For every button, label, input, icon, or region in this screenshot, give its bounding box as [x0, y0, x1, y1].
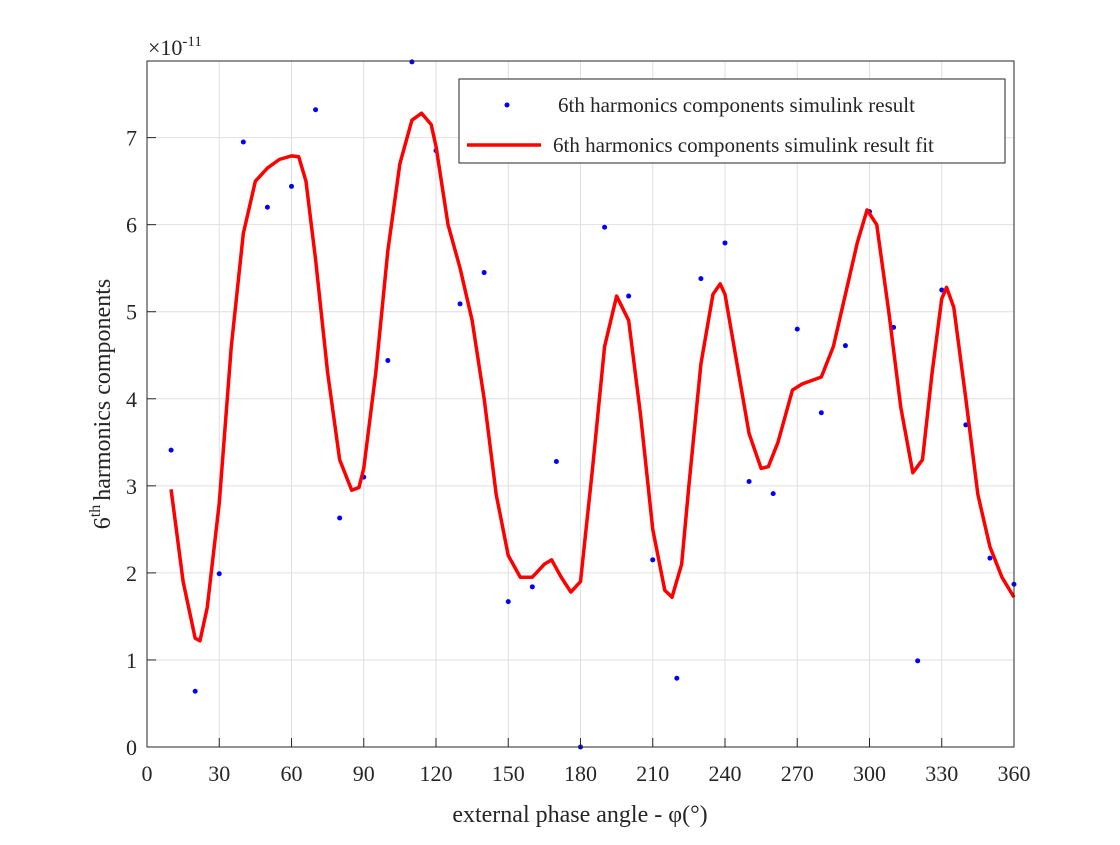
- data-point: [602, 224, 608, 230]
- legend-box: [458, 78, 1006, 164]
- data-point: [915, 658, 921, 664]
- y-tick-label: 5: [126, 300, 137, 325]
- data-point: [481, 270, 487, 276]
- y-axis-label: 6th harmonics components: [87, 279, 116, 529]
- data-point: [698, 276, 704, 282]
- data-point: [240, 139, 246, 145]
- data-point: [963, 422, 969, 428]
- data-point: [650, 557, 656, 563]
- y-label-text: harmonics components: [90, 279, 116, 501]
- data-point: [674, 675, 680, 681]
- x-axis-label: external phase angle - φ(°): [452, 802, 707, 828]
- x-tick-label: 330: [925, 761, 958, 786]
- data-point: [313, 107, 319, 113]
- data-point: [987, 555, 993, 561]
- y-tick-label: 7: [126, 126, 137, 151]
- y-tick-label: 1: [126, 648, 137, 673]
- y-label-suffix: th: [87, 505, 104, 517]
- data-point: [264, 204, 270, 210]
- data-point: [216, 571, 222, 577]
- x-tick-label: 150: [492, 761, 525, 786]
- data-point: [626, 293, 632, 299]
- data-point: [794, 326, 800, 332]
- fit-line: [169, 111, 1016, 643]
- data-point: [770, 491, 776, 497]
- data-point: [529, 584, 535, 590]
- data-point: [939, 287, 945, 293]
- data-point: [746, 478, 752, 484]
- legend-label: 6th harmonics components simulink result: [558, 93, 915, 117]
- data-point: [842, 343, 848, 349]
- data-point: [722, 240, 728, 246]
- data-point: [505, 599, 511, 605]
- data-point: [385, 357, 391, 363]
- legend: 6th harmonics components simulink result…: [458, 78, 1006, 164]
- data-point: [289, 183, 294, 189]
- ticks: 0 30 60 90 120 150 180 210 240 270 300 330 360 0 1 2 3 4 5…: [126, 126, 1031, 786]
- data-point: [409, 59, 415, 65]
- y-tick-label: 6: [126, 213, 137, 238]
- y-tick-label: 0: [126, 735, 137, 760]
- y-multiplier-exponent: -11: [182, 34, 201, 50]
- x-tick-label: 120: [420, 761, 453, 786]
- grid: [146, 61, 1015, 748]
- x-tick-label: 90: [353, 761, 375, 786]
- legend-label: 6th harmonics components simulink result…: [553, 133, 934, 157]
- data-point: [192, 688, 198, 694]
- x-tick-label: 180: [564, 761, 597, 786]
- x-tick-label: 300: [853, 761, 886, 786]
- x-tick-label: 60: [281, 761, 303, 786]
- data-point: [337, 515, 343, 521]
- data-point: [818, 410, 824, 416]
- y-multiplier-base: ×10: [148, 35, 182, 60]
- legend-marker: [504, 102, 510, 108]
- x-tick-label: 210: [636, 761, 669, 786]
- y-multiplier: ×10-11: [148, 34, 202, 60]
- x-tick-label: 270: [781, 761, 814, 786]
- y-tick-label: 4: [126, 387, 137, 412]
- data-point: [457, 301, 463, 307]
- marks: [168, 59, 1017, 750]
- y-tick-label: 2: [126, 561, 137, 586]
- data-point: [168, 447, 174, 453]
- x-tick-label: 30: [208, 761, 230, 786]
- x-tick-label: 0: [142, 761, 153, 786]
- x-tick-label: 360: [998, 761, 1031, 786]
- data-point: [553, 458, 559, 464]
- x-tick-label: 240: [709, 761, 742, 786]
- y-tick-label: 3: [126, 474, 137, 499]
- y-label-number: 6: [90, 517, 116, 529]
